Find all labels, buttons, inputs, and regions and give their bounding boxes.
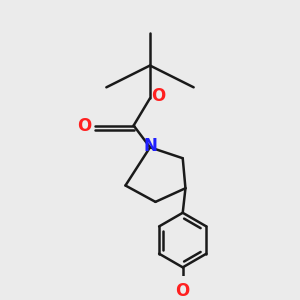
Text: O: O <box>176 281 190 299</box>
Text: O: O <box>77 116 92 134</box>
Text: N: N <box>143 137 157 155</box>
Text: O: O <box>151 86 165 104</box>
